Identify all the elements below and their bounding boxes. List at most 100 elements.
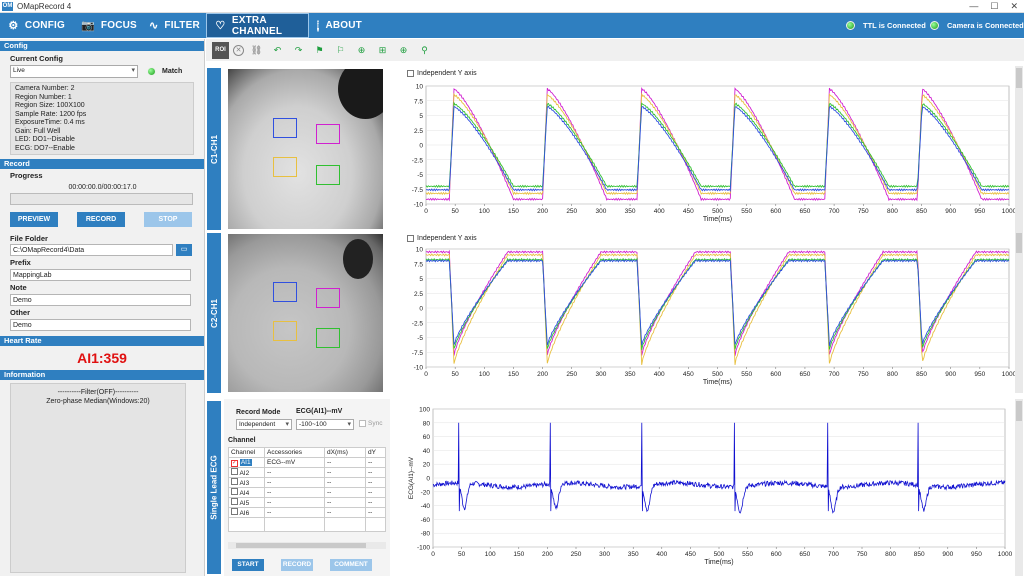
sync-checkbox[interactable]: Sync bbox=[359, 420, 382, 427]
flag-multi-icon[interactable]: ⚐ bbox=[336, 44, 345, 55]
table-scrollbar[interactable] bbox=[228, 542, 386, 549]
menu-filter[interactable]: ∿ FILTER bbox=[149, 20, 200, 32]
table-row[interactable]: AI5 -- -- -- bbox=[228, 497, 386, 508]
x-tick-label: 800 bbox=[887, 208, 898, 215]
independent-y-checkbox-1[interactable]: Independent Y axis bbox=[407, 70, 477, 77]
x-tick-label: 400 bbox=[654, 371, 665, 378]
x-tick-label: 850 bbox=[916, 371, 927, 378]
roi-box-blue-2[interactable] bbox=[273, 282, 297, 302]
table-row[interactable]: AI2 -- -- -- bbox=[228, 467, 386, 478]
x-tick-label: 1000 bbox=[1002, 371, 1016, 378]
other-input[interactable]: Demo bbox=[10, 319, 191, 331]
roi-box-magenta[interactable] bbox=[316, 124, 340, 144]
flag-icon[interactable]: ⚑ bbox=[315, 44, 324, 55]
x-tick-label: 900 bbox=[942, 551, 953, 558]
roi-box-green-2[interactable] bbox=[316, 328, 340, 348]
scrollbar-2[interactable] bbox=[1015, 231, 1023, 393]
x-tick-label: 300 bbox=[595, 371, 606, 378]
x-tick-label: 700 bbox=[829, 208, 840, 215]
y-tick-label: -7.5 bbox=[412, 350, 424, 357]
ecg-record-button[interactable]: RECORD bbox=[281, 559, 313, 571]
y-tick-label: 7.5 bbox=[414, 261, 423, 268]
panel-tab-c1-ch1[interactable]: C1-CH1 bbox=[207, 68, 221, 230]
ecg-start-button[interactable]: START bbox=[232, 559, 264, 571]
heart-rate-header: Heart Rate bbox=[0, 336, 204, 346]
ecg-range-select[interactable]: -100~100 bbox=[296, 419, 354, 430]
info-icon: i bbox=[317, 19, 320, 32]
scrollbar-1[interactable] bbox=[1015, 66, 1023, 231]
menu-about[interactable]: i ABOUT bbox=[317, 19, 362, 32]
roi-box-blue[interactable] bbox=[273, 118, 297, 138]
x-tick-label: 450 bbox=[685, 551, 696, 558]
x-tick-label: 650 bbox=[799, 551, 810, 558]
redo-icon[interactable]: ↷ bbox=[294, 44, 303, 55]
x-tick-label: 50 bbox=[452, 208, 460, 215]
x-tick-label: 100 bbox=[479, 208, 490, 215]
close-button[interactable]: ✕ bbox=[1010, 1, 1018, 11]
title-bar: OM OMapRecord 4 — ☐ ✕ bbox=[0, 0, 1024, 13]
progress-text: 00:00:00.0/00:00:17.0 bbox=[68, 184, 137, 191]
main-area: ROI ✕ ⛓ ↶ ↷ ⚑ ⚐ ⊕ ⊞ ⊕ ⚲ C1-CH1 Independe… bbox=[206, 39, 1024, 576]
y-tick-label: -100 bbox=[417, 545, 430, 552]
maximize-button[interactable]: ☐ bbox=[990, 1, 999, 11]
file-folder-input[interactable]: C:\OMapRecord4\Data bbox=[10, 244, 173, 256]
undo-icon[interactable]: ↶ bbox=[273, 44, 282, 55]
chart-c1-ch1[interactable]: 107.552.50-2.5-5-7.5-100 50 100 150 200 250 30… bbox=[396, 79, 1016, 231]
link-icon[interactable]: ⛓ bbox=[250, 44, 263, 55]
roi-box-yellow-2[interactable] bbox=[273, 321, 297, 341]
roi-button[interactable]: ROI bbox=[212, 41, 229, 59]
y-tick-label: 7.5 bbox=[414, 98, 423, 105]
roi-box-magenta-2[interactable] bbox=[316, 288, 340, 308]
x-tick-label: 350 bbox=[625, 208, 636, 215]
camera-image-c2[interactable] bbox=[228, 234, 383, 392]
file-folder-label: File Folder bbox=[10, 234, 48, 243]
x-tick-label: 1000 bbox=[998, 551, 1013, 558]
current-config-select[interactable]: Live bbox=[10, 65, 138, 78]
camera-status: Camera is Connected bbox=[930, 13, 1024, 38]
x-tick-label: 650 bbox=[800, 371, 811, 378]
y-tick-label: -80 bbox=[421, 531, 431, 538]
x-axis-label: Time(ms) bbox=[703, 216, 732, 223]
independent-y-checkbox-2[interactable]: Independent Y axis bbox=[407, 235, 477, 242]
cancel-icon[interactable]: ✕ bbox=[233, 44, 244, 56]
x-tick-label: 150 bbox=[508, 371, 519, 378]
browse-folder-button[interactable]: ▭ bbox=[176, 244, 192, 256]
roi-box-green[interactable] bbox=[316, 165, 340, 185]
zoom-region-icon[interactable]: ⊞ bbox=[378, 44, 387, 55]
x-tick-label: 450 bbox=[683, 371, 694, 378]
prefix-input[interactable]: MappingLab bbox=[10, 269, 191, 281]
roi-group-icon[interactable]: ⚲ bbox=[421, 44, 428, 55]
y-tick-label: 2.5 bbox=[414, 291, 423, 298]
table-row[interactable]: AI4 -- -- -- bbox=[228, 487, 386, 498]
zoom-x-icon[interactable]: ⊕ bbox=[357, 44, 366, 55]
plot-toolbar: ROI ✕ ⛓ ↶ ↷ ⚑ ⚐ ⊕ ⊞ ⊕ ⚲ bbox=[206, 39, 1024, 61]
note-input[interactable]: Demo bbox=[10, 294, 191, 306]
preview-button[interactable]: PREVIEW bbox=[10, 212, 58, 227]
x-tick-label: 900 bbox=[945, 208, 956, 215]
menu-focus[interactable]: 📷 FOCUS bbox=[81, 20, 137, 32]
zoom-y-icon[interactable]: ⊕ bbox=[399, 44, 408, 55]
y-tick-label: 40 bbox=[423, 448, 431, 455]
record-mode-select[interactable]: Independent bbox=[236, 419, 292, 430]
y-tick-label: -2.5 bbox=[412, 320, 424, 327]
table-row[interactable]: AI3 -- -- -- bbox=[228, 477, 386, 488]
table-row[interactable]: AI6 -- -- -- bbox=[228, 507, 386, 518]
panel-tab-single-lead-ecg[interactable]: Single Lead ECG bbox=[207, 401, 221, 574]
x-tick-label: 300 bbox=[595, 208, 606, 215]
ecg-comment-button[interactable]: COMMENT bbox=[330, 559, 372, 571]
y-tick-label: -60 bbox=[421, 517, 431, 524]
camera-image-c1[interactable] bbox=[228, 69, 383, 229]
record-button[interactable]: RECORD bbox=[77, 212, 125, 227]
record-mode-label: Record Mode bbox=[236, 409, 281, 416]
roi-box-yellow[interactable] bbox=[273, 157, 297, 177]
scrollbar-3[interactable] bbox=[1015, 399, 1023, 576]
stop-button[interactable]: STOP bbox=[144, 212, 192, 227]
menu-extra-channel[interactable]: ♡ EXTRA CHANNEL bbox=[206, 13, 309, 38]
channel-table: Channel Accessories dX(ms) dY ✓ AI1 ECG--mV -… bbox=[228, 447, 386, 532]
table-row[interactable]: ✓ AI1 ECG--mV -- -- bbox=[228, 457, 386, 468]
chart-c2-ch1[interactable]: 107.552.50-2.5-5-7.5-100 50 100 150 200 250 30… bbox=[396, 242, 1016, 394]
minimize-button[interactable]: — bbox=[969, 1, 979, 11]
menu-config[interactable]: ⚙ CONFIG bbox=[8, 20, 65, 32]
panel-tab-c2-ch1[interactable]: C2-CH1 bbox=[207, 233, 221, 393]
